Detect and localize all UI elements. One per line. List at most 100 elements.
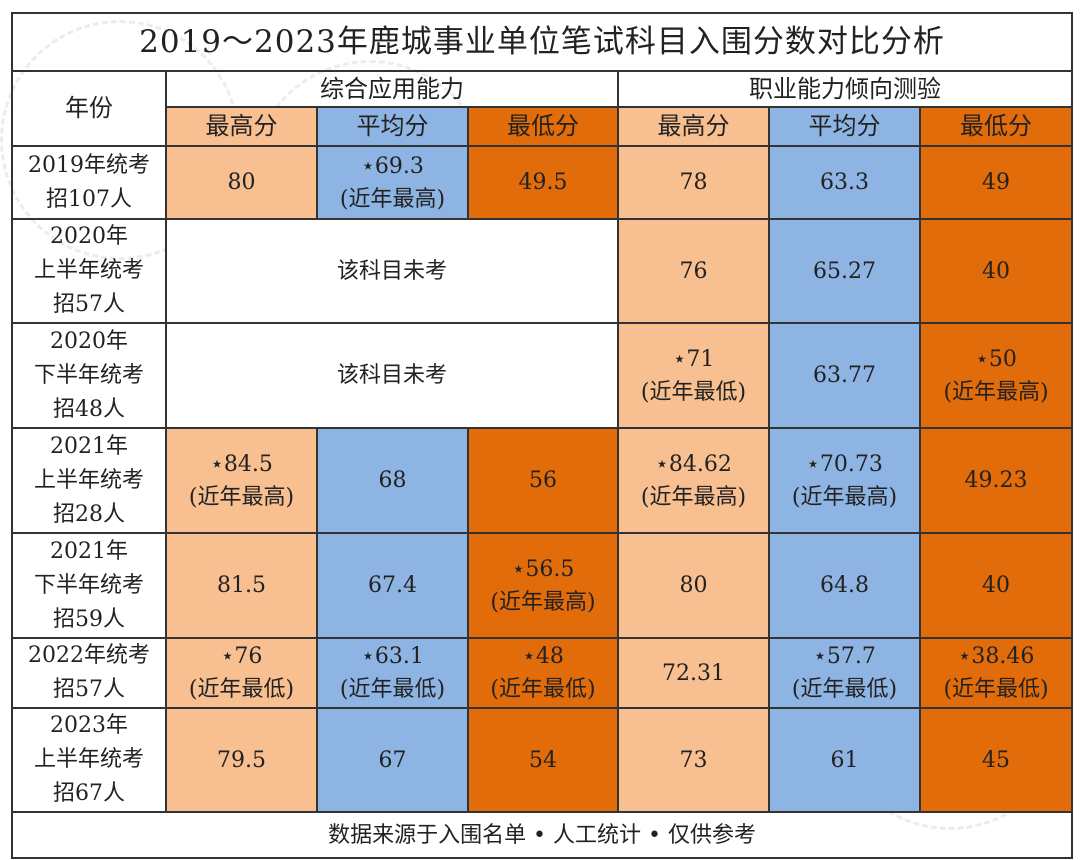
score-value: 81.5 <box>217 573 266 598</box>
year-line: 2021年 <box>50 538 128 564</box>
score-value: 65.27 <box>813 258 876 284</box>
score-value: ⋆76 <box>220 644 263 669</box>
score-cell-avg: 68 <box>316 427 469 534</box>
score-note: (近年最低) <box>640 379 747 405</box>
score-cell-avg: 63.77 <box>768 322 921 429</box>
score-cell-max: 78 <box>617 145 770 220</box>
score-note: (近年最高) <box>640 484 747 510</box>
score-value: ⋆69.3 <box>361 153 424 179</box>
score-cell-min: ⋆56.5 (近年最高) <box>467 532 619 639</box>
score-cell-max: 76 <box>617 218 770 324</box>
score-value: 61 <box>830 747 859 773</box>
table-row: 2020年 上半年统考 招57人 该科目未考 76 65.27 40 <box>11 218 1074 324</box>
year-line: 2019年统考 <box>28 152 150 178</box>
score-cell-min: ⋆50 (近年最高) <box>918 322 1074 429</box>
score-value: 68 <box>378 468 407 493</box>
score-value: 80 <box>227 170 256 195</box>
score-cell-avg: ⋆69.3 (近年最高) <box>316 145 469 220</box>
score-value: 40 <box>982 573 1011 598</box>
score-value: 72.31 <box>662 660 725 686</box>
score-cell-max: 81.5 <box>165 532 318 639</box>
score-value: 54 <box>529 747 557 773</box>
score-cell-max: 72.31 <box>617 637 770 709</box>
score-header-min: 最低分 <box>918 106 1074 147</box>
score-note: (近年最高) <box>490 589 596 615</box>
score-cell-min: 40 <box>918 218 1074 324</box>
score-note: (近年最高) <box>791 484 898 510</box>
year-line: 下半年统考 <box>33 362 144 388</box>
table-row: 2021年 上半年统考 招28人 ⋆84.5 (近年最高) 68 56 ⋆84.62 (近年最高… <box>11 427 1074 534</box>
score-note: (近年最高) <box>943 379 1049 405</box>
score-value: ⋆50 <box>975 346 1017 372</box>
score-cell-avg: 63.3 <box>768 145 921 220</box>
year-cell: 2022年统考 招57人 <box>11 637 167 709</box>
year-header: 年份 <box>11 70 167 147</box>
year-line: 上半年统考 <box>33 747 144 772</box>
year-cell: 2021年 下半年统考 招59人 <box>11 532 167 639</box>
table-title: 2019～2023年鹿城事业单位笔试科目入围分数对比分析 <box>10 12 1074 72</box>
score-cell-avg: ⋆70.73 (近年最高) <box>768 427 921 534</box>
score-header-max: 最高分 <box>617 106 770 147</box>
score-note: (近年最高) <box>188 484 295 510</box>
table-row: 2021年 下半年统考 招59人 81.5 67.4 ⋆56.5 (近年最高) 80 64.8 4… <box>11 532 1074 639</box>
score-cell-min: 45 <box>918 707 1074 813</box>
score-value: ⋆57.7 <box>813 644 876 669</box>
score-cell-min: ⋆48 (近年最低) <box>467 637 619 709</box>
score-cell-min: 49.23 <box>918 427 1074 534</box>
score-header-max: 最高分 <box>165 106 318 147</box>
score-value: 63.77 <box>813 363 876 388</box>
year-cell: 2021年 上半年统考 招28人 <box>11 427 167 534</box>
score-note: (近年最高) <box>339 186 446 212</box>
year-line: 招28人 <box>53 501 125 527</box>
score-value: 40 <box>982 258 1011 284</box>
year-cell: 2019年统考 招107人 <box>11 145 167 220</box>
score-value: ⋆71 <box>672 346 715 372</box>
score-cell-max: 80 <box>617 532 770 639</box>
score-cell-avg: ⋆63.1 (近年最低) <box>316 637 469 709</box>
year-line: 招107人 <box>46 186 132 212</box>
year-line: 下半年统考 <box>33 572 144 598</box>
score-cell-avg: 64.8 <box>768 532 921 639</box>
subject-header-aptitude: 职业能力倾向测验 <box>616 70 1074 108</box>
score-note: (近年最低) <box>791 677 898 702</box>
year-line: 2023年 <box>50 713 128 738</box>
score-cell-min: 56 <box>467 427 619 534</box>
score-value: 49 <box>982 170 1011 195</box>
score-value: 73 <box>679 747 708 773</box>
subject-header-comprehensive: 综合应用能力 <box>165 70 619 108</box>
score-note: (近年最低) <box>339 677 446 702</box>
score-cell-avg: 67.4 <box>316 532 469 639</box>
score-value: 63.3 <box>820 170 869 195</box>
score-note: (近年最低) <box>188 677 295 702</box>
year-line: 上半年统考 <box>33 258 144 283</box>
score-value: 67.4 <box>368 573 417 598</box>
score-comparison-table: 2019～2023年鹿城事业单位笔试科目入围分数对比分析 年份 综合应用能力 职… <box>10 12 1074 859</box>
score-header-avg: 平均分 <box>316 106 469 147</box>
score-value: 76 <box>679 258 708 284</box>
score-value: 45 <box>982 747 1011 773</box>
score-cell-min: 49 <box>918 145 1074 220</box>
year-cell: 2020年下半年统考招48人 <box>11 322 167 429</box>
year-line: 招57人 <box>53 677 125 702</box>
source-footer: 数据来源于入围名单 • 人工统计 • 仅供参考 <box>10 811 1074 859</box>
not-taken-cell: 该科目未考 <box>165 322 619 429</box>
score-value: 56 <box>529 468 557 493</box>
score-value: ⋆56.5 <box>511 556 575 582</box>
year-line: 招48人 <box>53 396 125 422</box>
score-cell-max: ⋆71 (近年最低) <box>617 322 770 429</box>
score-value: ⋆84.5 <box>210 451 273 477</box>
year-line: 招57人 <box>53 292 125 317</box>
year-line: 2020年 <box>50 328 128 354</box>
score-cell-avg: 65.27 <box>768 218 921 324</box>
year-line: 2022年统考 <box>28 643 150 668</box>
score-header-avg: 平均分 <box>768 106 921 147</box>
score-cell-max: ⋆84.5 (近年最高) <box>165 427 318 534</box>
table-row: 2023年 上半年统考 招67人 79.5 67 54 73 61 45 <box>11 707 1074 813</box>
score-value: 80 <box>679 573 708 598</box>
score-cell-max: 79.5 <box>165 707 318 813</box>
score-value: ⋆38.46 <box>957 644 1035 669</box>
score-cell-max: ⋆84.62 (近年最高) <box>617 427 770 534</box>
score-cell-min: 49.5 <box>467 145 619 220</box>
score-note: (近年最低) <box>490 677 596 702</box>
score-note: (近年最低) <box>943 677 1049 702</box>
